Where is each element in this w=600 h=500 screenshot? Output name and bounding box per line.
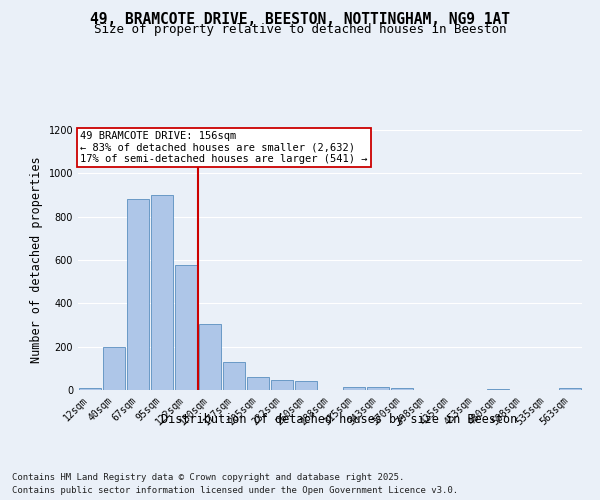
Bar — [223, 362, 245, 390]
Bar — [559, 388, 581, 390]
Bar — [175, 266, 197, 390]
Bar — [367, 387, 389, 390]
Bar — [103, 346, 125, 390]
Bar — [79, 388, 101, 390]
Bar — [247, 377, 269, 390]
Text: Size of property relative to detached houses in Beeston: Size of property relative to detached ho… — [94, 24, 506, 36]
Text: Contains public sector information licensed under the Open Government Licence v3: Contains public sector information licen… — [12, 486, 458, 495]
Bar — [391, 388, 413, 390]
Text: Contains HM Land Registry data © Crown copyright and database right 2025.: Contains HM Land Registry data © Crown c… — [12, 472, 404, 482]
Bar — [295, 382, 317, 390]
Bar — [271, 380, 293, 390]
Bar — [127, 200, 149, 390]
Text: 49, BRAMCOTE DRIVE, BEESTON, NOTTINGHAM, NG9 1AT: 49, BRAMCOTE DRIVE, BEESTON, NOTTINGHAM,… — [90, 12, 510, 28]
Y-axis label: Number of detached properties: Number of detached properties — [30, 156, 43, 364]
Text: 49 BRAMCOTE DRIVE: 156sqm
← 83% of detached houses are smaller (2,632)
17% of se: 49 BRAMCOTE DRIVE: 156sqm ← 83% of detac… — [80, 131, 367, 164]
Bar — [343, 387, 365, 390]
Bar — [487, 389, 509, 390]
Bar — [199, 324, 221, 390]
Text: Distribution of detached houses by size in Beeston: Distribution of detached houses by size … — [161, 412, 517, 426]
Bar — [151, 195, 173, 390]
